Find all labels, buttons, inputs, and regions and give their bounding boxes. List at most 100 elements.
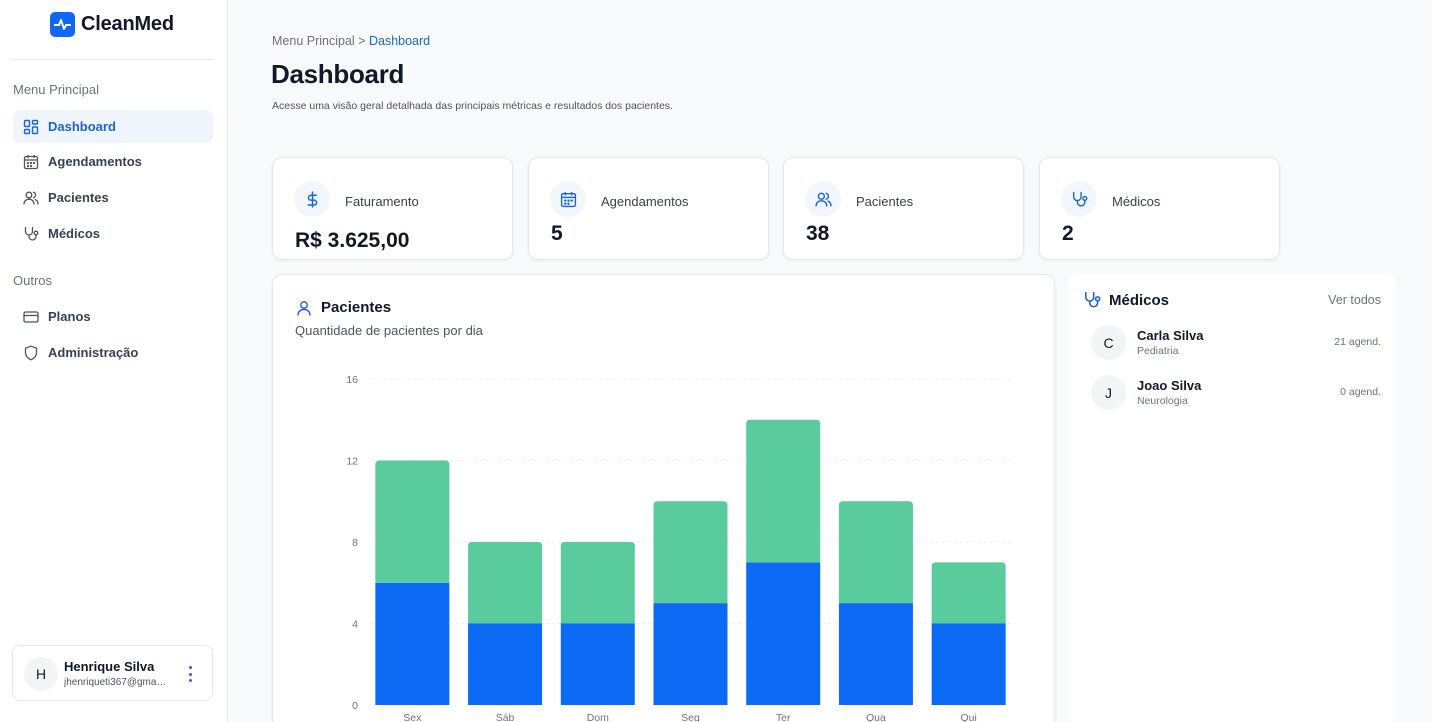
doctor-name: Joao Silva: [1137, 378, 1202, 393]
sidebar-item-label: Médicos: [48, 226, 101, 241]
calendar-icon: [23, 154, 39, 169]
bar-segment: [746, 419, 821, 563]
doctor-name: Carla Silva: [1137, 328, 1204, 343]
x-tick-label: Seg: [681, 712, 700, 722]
y-tick-label: 4: [352, 619, 358, 631]
bar-segment: [931, 562, 1006, 624]
stat-label: Médicos: [1112, 194, 1161, 209]
sidebar-item-label: Planos: [48, 309, 91, 324]
sidebar-item-dashboard[interactable]: Dashboard: [13, 110, 213, 143]
stat-label: Faturamento: [345, 194, 419, 209]
sidebar-item-agendamentos[interactable]: Agendamentos: [13, 145, 213, 178]
stethoscope-icon: [1085, 291, 1101, 308]
doctor-list-item[interactable]: C Carla Silva Pediatria 21 agend.: [1091, 325, 1381, 361]
heartbeat-logo-icon: [50, 12, 75, 37]
section-title-other: Outros: [13, 273, 53, 288]
patients-chart-card: Pacientes Quantidade de pacientes por di…: [272, 274, 1055, 722]
stat-value: 38: [806, 222, 830, 245]
y-tick-label: 12: [346, 456, 358, 468]
sidebar-item-label: Dashboard: [48, 119, 116, 134]
stethoscope-icon: [24, 226, 39, 241]
user-icon: [297, 300, 311, 316]
users-icon: [814, 192, 832, 207]
stat-icon-wrapper: [805, 181, 841, 217]
page-title: Dashboard: [271, 59, 405, 89]
stat-card-faturamento: Faturamento R$ 3.625,00: [272, 157, 513, 260]
sidebar-item-planos[interactable]: Planos: [13, 300, 213, 333]
app-logo[interactable]: CleanMed: [50, 12, 174, 37]
bar-segment: [653, 501, 728, 604]
x-tick-label: Dom: [587, 712, 609, 722]
stat-card-medicos: Médicos 2: [1039, 157, 1280, 260]
x-tick-label: Qua: [866, 712, 886, 722]
kebab-menu-icon[interactable]: [188, 666, 192, 682]
x-tick-label: Sex: [403, 712, 422, 722]
section-title-main: Menu Principal: [13, 82, 99, 97]
bar-segment: [838, 501, 913, 604]
sidebar-item-administracao[interactable]: Administração: [13, 336, 213, 369]
y-tick-label: 8: [352, 537, 358, 549]
user-avatar: H: [24, 657, 58, 691]
chart-title: Pacientes: [321, 299, 392, 316]
chart-header: Pacientes: [296, 299, 391, 316]
doctor-avatar: J: [1091, 375, 1126, 410]
patients-bar-chart: 0 4 8 12 16 Sex Sáb Dom Seg Ter Qua Qui: [346, 374, 1015, 722]
bar-segment: [838, 603, 913, 705]
bar-segment: [560, 623, 635, 705]
breadcrumb-separator: >: [358, 34, 366, 48]
bar-segment: [560, 542, 635, 624]
stat-card-pacientes: Pacientes 38: [783, 157, 1024, 260]
breadcrumb: Menu Principal > Dashboard: [272, 34, 430, 48]
y-tick-label: 16: [346, 374, 358, 386]
sidebar-item-pacientes[interactable]: Pacientes: [13, 181, 213, 214]
doctor-appointment-count: 0 agend.: [1340, 386, 1381, 398]
y-tick-label: 0: [352, 700, 358, 712]
breadcrumb-root[interactable]: Menu Principal: [272, 34, 355, 48]
user-name: Henrique Silva: [64, 659, 155, 674]
calendar-icon: [560, 191, 576, 207]
doctor-avatar: C: [1091, 325, 1126, 360]
bar-segment: [746, 562, 821, 705]
bar-segment: [375, 460, 450, 583]
x-tick-label: Ter: [776, 712, 791, 722]
bar-segment: [653, 603, 728, 705]
doctor-list-item[interactable]: J Joao Silva Neurologia 0 agend.: [1091, 375, 1381, 411]
sidebar-item-label: Agendamentos: [48, 154, 142, 169]
doctor-appointment-count: 21 agend.: [1334, 336, 1381, 348]
bar-segment: [375, 582, 450, 705]
sidebar-item-medicos[interactable]: Médicos: [13, 217, 213, 250]
doctors-title: Médicos: [1109, 291, 1170, 309]
x-tick-label: Qui: [960, 712, 976, 722]
stat-value: 2: [1062, 222, 1074, 245]
stat-value: 5: [551, 222, 563, 245]
user-email: jhenriqueti367@gmail.com: [64, 677, 168, 688]
credit-card-icon: [23, 310, 39, 323]
sidebar: CleanMed Menu Principal Dashboard Agenda…: [0, 0, 228, 722]
stat-icon-wrapper: [1061, 181, 1097, 217]
stat-icon-wrapper: [550, 181, 586, 217]
logo-divider: [12, 59, 213, 60]
page-subtitle: Acesse uma visão geral detalhada das pri…: [272, 100, 673, 112]
dollar-icon: [307, 190, 317, 208]
sidebar-item-label: Administração: [48, 345, 139, 360]
sidebar-item-label: Pacientes: [48, 190, 109, 205]
bar-segment: [931, 623, 1006, 705]
stat-label: Agendamentos: [601, 194, 689, 209]
doctors-header: Médicos: [1083, 291, 1169, 309]
doctor-specialty: Pediatria: [1137, 345, 1179, 357]
stethoscope-icon: [1072, 191, 1087, 207]
dashboard-grid-icon: [23, 119, 39, 134]
bar-segment: [468, 542, 543, 624]
breadcrumb-current: Dashboard: [368, 34, 431, 48]
stat-icon-wrapper: [294, 181, 330, 217]
shield-icon: [24, 345, 38, 360]
users-icon: [23, 191, 39, 205]
x-tick-label: Sáb: [496, 712, 515, 722]
app-name: CleanMed: [81, 13, 174, 35]
stat-label: Pacientes: [856, 194, 914, 209]
see-all-doctors-link[interactable]: Ver todos: [1328, 293, 1381, 307]
doctors-card: Médicos Ver todos C Carla Silva Pediatri…: [1069, 274, 1395, 722]
chart-subtitle: Quantidade de pacientes por dia: [295, 323, 483, 338]
stat-card-agendamentos: Agendamentos 5: [528, 157, 769, 260]
user-profile-card[interactable]: H Henrique Silva jhenriqueti367@gmail.co…: [12, 645, 213, 701]
